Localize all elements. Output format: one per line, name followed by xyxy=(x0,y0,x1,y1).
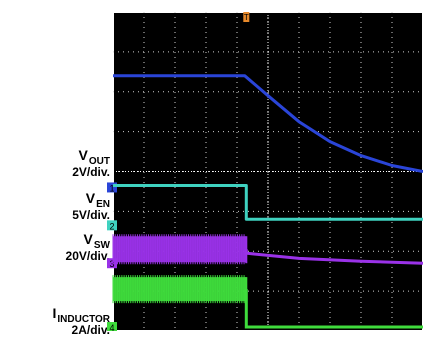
vsw-ground-marker-box xyxy=(107,258,117,269)
ven-ground-marker-number: 2 xyxy=(109,221,114,231)
trigger-marker-box xyxy=(243,12,250,22)
ven-label: VEN 5V/div. xyxy=(2,191,110,221)
iinductor-ground-marker-number: 4 xyxy=(109,323,114,331)
ven-ground-marker-box xyxy=(107,220,117,231)
vout-ground-marker-number: 1 xyxy=(109,183,114,193)
ground-markers: 1 2 3 4 xyxy=(107,182,117,331)
channel-labels: VOUT 2V/div. VEN 5V/div. VSW 20V/div. II… xyxy=(0,0,110,336)
iinductor-ground-marker-box xyxy=(107,322,117,331)
vout-ground-marker: 1 xyxy=(107,182,117,193)
vsw-trace-group xyxy=(112,234,423,265)
vout-trace-group xyxy=(113,74,423,173)
waveform-traces xyxy=(112,74,423,329)
vout-ground-marker-box xyxy=(107,182,117,193)
ven-trace-group xyxy=(113,184,423,221)
ven-ground-marker: 2 xyxy=(107,220,117,231)
vsw-ground-marker: 3 xyxy=(107,258,117,269)
ven-scale-label: 5V/div. xyxy=(72,208,110,222)
trigger-marker-letter: T xyxy=(244,13,249,22)
vout-scale-label: 2V/div. xyxy=(72,165,110,179)
vsw-scale-label: 20V/div. xyxy=(65,249,110,263)
vsw-label: VSW 20V/div. xyxy=(2,232,110,262)
vsw-ground-marker-number: 3 xyxy=(109,259,114,269)
trigger-marker: T xyxy=(243,12,250,22)
vout-label: VOUT 2V/div. xyxy=(2,148,110,178)
iinductor-ground-marker: 4 xyxy=(107,322,117,331)
vout-trace xyxy=(113,74,423,173)
iinductor-trace-group xyxy=(112,275,423,329)
ven-trace xyxy=(113,184,423,221)
